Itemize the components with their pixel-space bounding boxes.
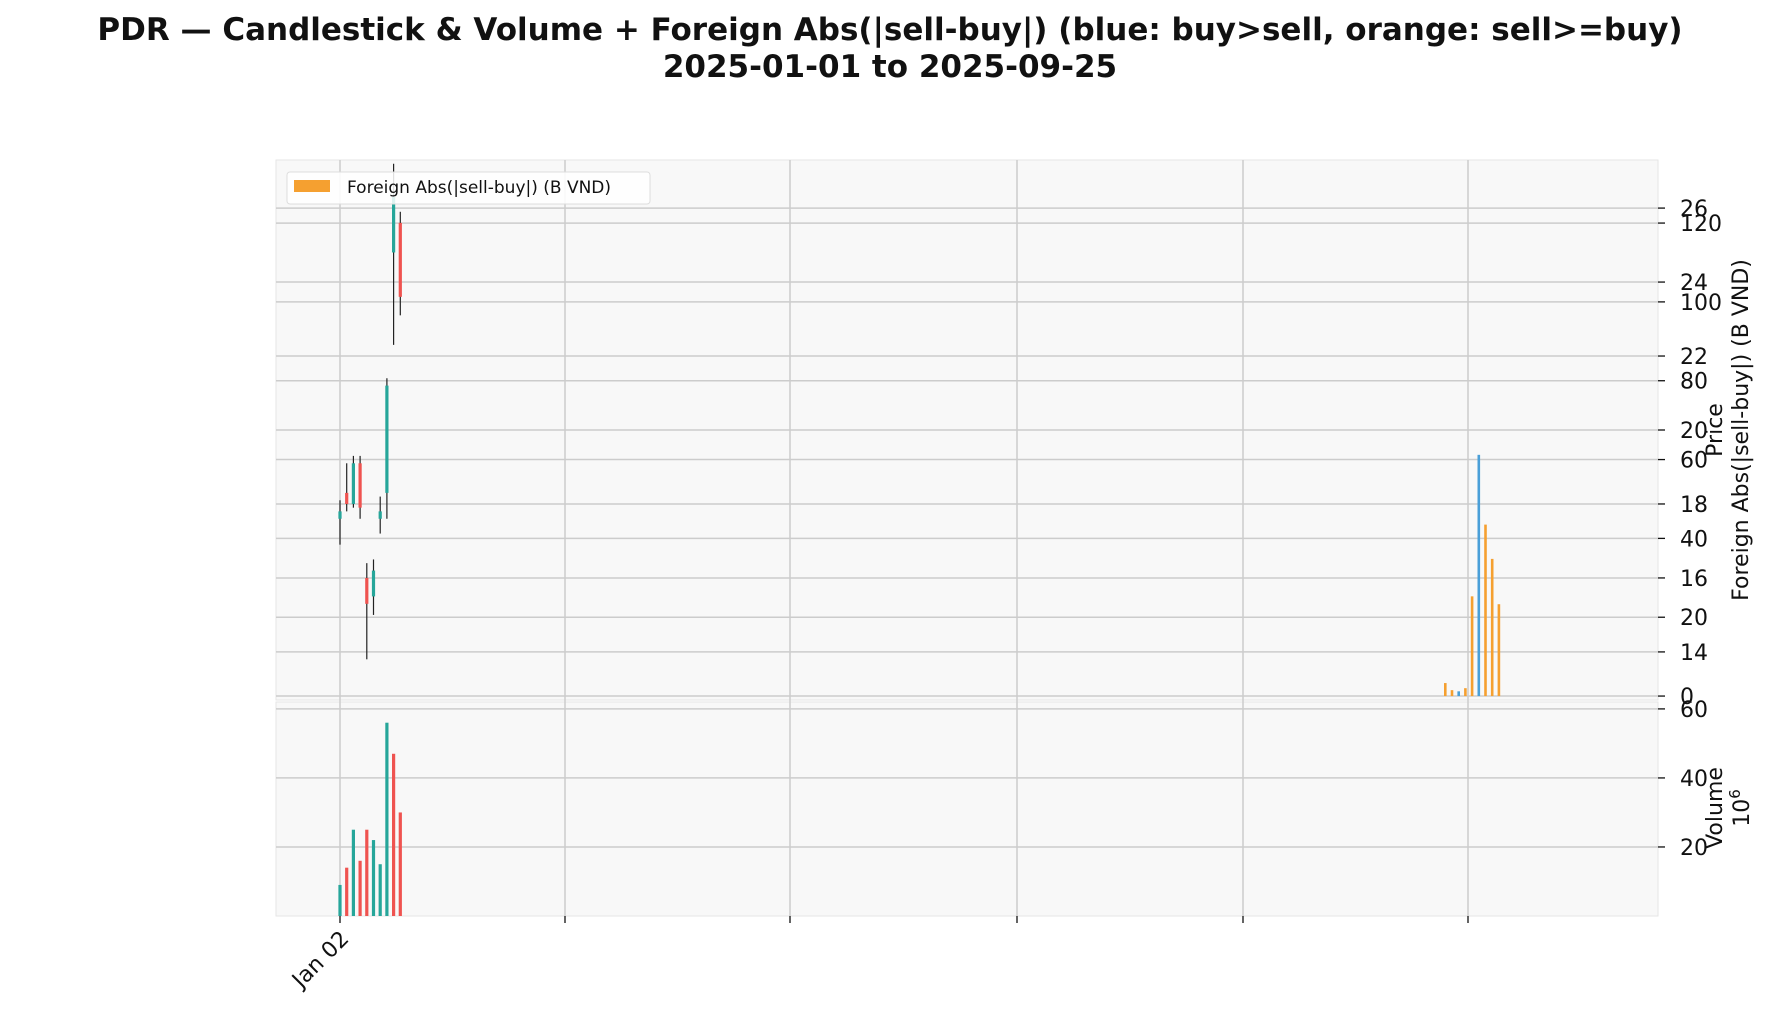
foreign-tick-label: 20 bbox=[1680, 606, 1708, 631]
volume-bar bbox=[379, 864, 382, 916]
foreign-bar bbox=[1457, 691, 1460, 696]
volume-bar bbox=[338, 885, 341, 916]
foreign-bar bbox=[1478, 455, 1481, 696]
foreign-bar bbox=[1491, 559, 1494, 696]
price-tick-label: 26 bbox=[1680, 197, 1708, 222]
legend-swatch bbox=[294, 180, 330, 192]
volume-bar bbox=[352, 830, 355, 916]
foreign-tick-label: 40 bbox=[1680, 527, 1708, 552]
price-axis-label: Price bbox=[1703, 403, 1728, 457]
price-tick-label: 18 bbox=[1680, 493, 1708, 518]
date-tick-label: Jan 02 bbox=[286, 927, 354, 995]
volume-bar bbox=[365, 830, 368, 916]
volume-bar bbox=[359, 861, 362, 916]
candle-body bbox=[365, 578, 368, 604]
legend-label: Foreign Abs(|sell-buy|) (B VND) bbox=[347, 178, 611, 198]
candle-body bbox=[379, 511, 382, 518]
foreign-bar bbox=[1444, 683, 1447, 696]
volume-bar bbox=[392, 754, 395, 916]
foreign-tick-label: 80 bbox=[1680, 370, 1708, 395]
foreign-bar bbox=[1451, 690, 1454, 696]
candle-body bbox=[352, 463, 355, 504]
foreign-bar bbox=[1464, 688, 1467, 696]
price-tick-label: 22 bbox=[1680, 345, 1708, 370]
price-tick-label: 24 bbox=[1680, 271, 1708, 296]
volume-axis-label: Volume bbox=[1703, 767, 1728, 849]
foreign-axis-label: Foreign Abs(|sell-buy|) (B VND) bbox=[1729, 259, 1754, 601]
volume-scale-label: 106 bbox=[1726, 789, 1755, 827]
date-axis-ticks: Jan 02 bbox=[286, 916, 1468, 994]
candle-body bbox=[359, 463, 362, 507]
volume-bar bbox=[399, 812, 402, 916]
candle-body bbox=[345, 493, 348, 504]
candle-body bbox=[392, 197, 395, 252]
volume-bar bbox=[372, 840, 375, 916]
foreign-bar bbox=[1498, 604, 1501, 696]
candle-body bbox=[385, 386, 388, 493]
volume-panel-background bbox=[276, 702, 1658, 916]
candle-body bbox=[372, 571, 375, 597]
foreign-bar bbox=[1471, 596, 1474, 696]
volume-bar bbox=[345, 868, 348, 916]
price-axis-ticks: 14 16 18 20 22 24 26 bbox=[1658, 197, 1708, 666]
price-tick-label: 14 bbox=[1680, 641, 1708, 666]
foreign-bar bbox=[1484, 525, 1487, 696]
volume-tick-label: 60 bbox=[1680, 698, 1708, 723]
candle-body bbox=[338, 511, 341, 518]
candle-body bbox=[399, 223, 402, 297]
volume-bar bbox=[385, 723, 388, 916]
legend: Foreign Abs(|sell-buy|) (B VND) bbox=[287, 172, 650, 204]
price-tick-label: 16 bbox=[1680, 567, 1708, 592]
